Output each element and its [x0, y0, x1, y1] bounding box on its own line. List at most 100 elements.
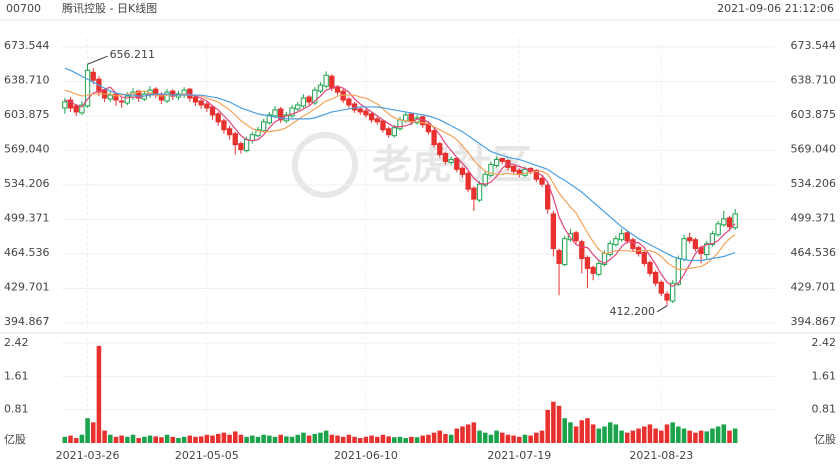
candle-body: [613, 238, 619, 246]
candle-body: [715, 223, 721, 236]
volume-bar: [562, 418, 568, 443]
candle-body: [170, 90, 176, 97]
volume-bar: [170, 436, 176, 443]
volume-bar: [534, 432, 539, 443]
volume-bar: [471, 422, 477, 443]
volume-bar: [630, 430, 636, 443]
volume-bar: [545, 409, 550, 443]
volume-bar: [681, 428, 687, 443]
y-tick-label: 499.371: [4, 211, 50, 224]
y-tick-label-right: 499.371: [791, 211, 837, 224]
volume-bar: [136, 438, 141, 443]
volume-bar: [670, 422, 675, 443]
volume-bar: [403, 438, 408, 443]
y-tick-label: 534.206: [4, 177, 50, 190]
volume-bar: [715, 426, 721, 443]
volume-bar: [687, 430, 692, 443]
volume-bar: [215, 433, 221, 443]
volume-bar: [272, 436, 278, 443]
candle-body: [493, 158, 500, 166]
candle-body: [533, 169, 539, 180]
volume-bar: [227, 434, 232, 443]
volume-bar: [431, 432, 437, 443]
volume-bar: [556, 405, 562, 443]
candle-body: [357, 108, 363, 113]
volume-bar: [517, 436, 522, 443]
volume-bar: [96, 345, 102, 443]
candle-body: [692, 239, 699, 250]
volume-bar: [250, 435, 255, 443]
candle-body: [590, 266, 596, 274]
candle-body: [232, 133, 238, 146]
candle-body: [732, 213, 738, 229]
candle-body: [522, 168, 528, 176]
candle-body: [624, 232, 630, 242]
volume-bar: [505, 434, 511, 443]
candle-body: [687, 237, 693, 242]
volume-bar: [284, 436, 289, 443]
y-tick-label: 673.544: [4, 39, 50, 52]
volume-bar: [108, 434, 113, 443]
volume-bar: [255, 436, 261, 443]
candle-body: [300, 97, 307, 107]
candle-body: [431, 130, 437, 146]
volume-bar: [454, 428, 460, 443]
y-tick-label: 603.875: [4, 108, 50, 121]
candle-body: [118, 100, 125, 103]
candle-body: [215, 113, 221, 123]
volume-bar: [301, 432, 306, 443]
annotation-leader: [87, 55, 108, 65]
candle-body: [329, 75, 335, 89]
y-tick-label-right: 429.701: [791, 281, 837, 294]
candle-body: [295, 104, 301, 110]
x-tick-label: 2021-08-23: [629, 449, 693, 462]
candle-body: [124, 95, 130, 104]
candle-body: [278, 108, 284, 121]
volume-bar: [62, 436, 68, 443]
volume-bar: [568, 422, 573, 443]
candle-body: [255, 129, 261, 137]
volume-bar: [204, 434, 210, 443]
chart-title: 腾讯控股 - 日K线图: [62, 1, 157, 15]
volume-bar: [73, 438, 79, 443]
volume-bar: [238, 434, 244, 443]
candle-body: [437, 143, 443, 156]
volume-bar: [551, 401, 556, 443]
volume-bar: [426, 434, 431, 443]
candle-body: [607, 243, 613, 256]
volume-bar: [659, 430, 664, 443]
volume-bar: [221, 432, 227, 443]
volume-bar: [721, 424, 727, 443]
volume-bar: [477, 430, 482, 443]
candle-body: [579, 241, 585, 259]
volume-bar: [579, 420, 585, 443]
candle-body: [459, 167, 466, 175]
volume-bar: [624, 432, 630, 443]
volume-tick-label-right: 0.81: [812, 403, 837, 416]
volume-bar: [727, 430, 732, 443]
y-tick-label: 394.867: [4, 315, 50, 328]
volume-bar: [295, 434, 301, 443]
volume-bar: [181, 436, 187, 443]
volume-bar: [653, 428, 658, 443]
volume-bar: [443, 433, 448, 443]
volume-bar: [499, 432, 505, 443]
y-tick-label: 569.040: [4, 143, 50, 156]
volume-bar: [511, 435, 516, 443]
y-tick-label-right: 534.206: [791, 177, 837, 190]
candle-body: [584, 257, 591, 269]
volume-bar: [289, 436, 295, 443]
volume-bar: [312, 433, 318, 443]
y-tick-label: 429.701: [4, 281, 50, 294]
volume-bar: [704, 431, 710, 443]
candle-body: [391, 127, 397, 137]
volume-bar: [261, 434, 266, 443]
candle-body: [596, 262, 602, 275]
candle-body: [681, 238, 687, 260]
volume-bar: [363, 436, 369, 443]
candle-body: [510, 165, 517, 172]
candle-body: [306, 96, 312, 103]
volume-bar: [357, 438, 363, 443]
